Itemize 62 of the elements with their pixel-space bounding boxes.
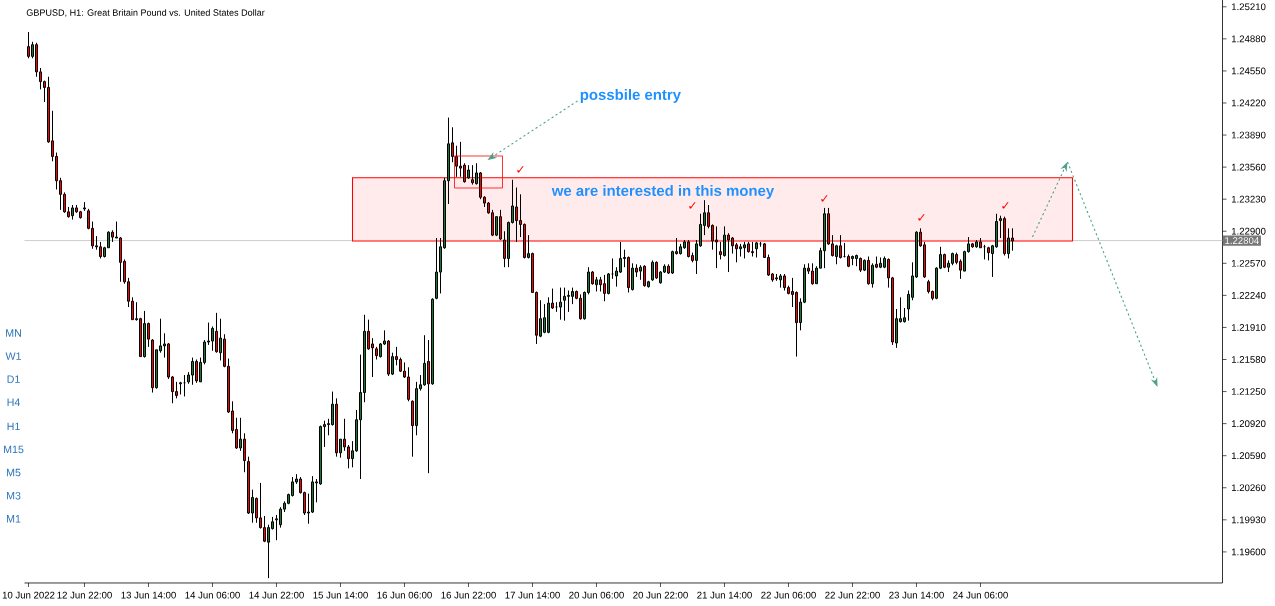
text: D1 [7,375,20,383]
y-tick-label: 1.25210 [1231,3,1266,11]
candlestick [871,262,874,289]
x-tick-label: 16 Jun 22:00 [441,591,496,599]
text: M3 [6,491,21,500]
text: W1 [5,352,21,360]
annotation: ✓ [689,202,696,209]
text: M15 [4,445,24,454]
candlestick [643,265,646,287]
x-tick-label: 22 Jun 06:00 [761,591,816,599]
ref-line-label: 1.22804 [1225,237,1259,244]
x-tick-label: 14 Jun 22:00 [249,591,304,599]
candlestick [555,301,558,313]
text: M1 [6,515,21,523]
x-tick-label: 10 Jun 2022 [2,591,55,599]
candlestick [423,334,427,386]
candlestick [211,325,215,352]
y-tick-label: 1.19600 [1231,548,1266,556]
x-tick-label: 12 Jun 22:00 [57,591,112,599]
y-tick-label: 1.23560 [1231,163,1266,171]
annotation: ✓ [821,195,828,202]
y-tick-label: 1.24880 [1231,35,1266,43]
band-label: we are interested in this money [551,185,775,199]
y-tick-label: 1.23890 [1231,131,1266,139]
x-tick-label: 15 Jun 14:00 [313,591,368,599]
x-tick-label: 22 Jun 22:00 [825,591,880,599]
y-tick-label: 1.21580 [1231,356,1266,363]
text: H4 [7,398,21,406]
x-tick-label: 13 Jun 14:00 [121,591,176,599]
x-tick-label: 14 Jun 06:00 [185,591,240,599]
y-tick-label: 1.21250 [1231,388,1266,395]
y-tick-label: 1.22900 [1231,227,1266,235]
candlestick [579,293,583,320]
x-tick-label: 16 Jun 06:00 [377,591,432,599]
annotation: ✓ [1002,202,1009,209]
x-tick-label: 23 Jun 14:00 [889,591,944,599]
x-tick-label: 20 Jun 22:00 [633,591,688,599]
candlestick [559,287,562,321]
candlestick [611,257,614,280]
y-tick-label: 1.24220 [1231,99,1266,107]
y-tick-label: 1.20260 [1231,484,1266,492]
y-tick-label: 1.24550 [1231,67,1266,75]
text: H1 [7,422,20,431]
annotation: ✓ [918,214,925,221]
text: M5 [6,468,21,477]
y-tick-label: 1.20920 [1231,420,1266,428]
x-tick-label: 24 Jun 06:00 [953,591,1008,599]
candlestick [215,312,219,353]
y-tick-label: 1.22240 [1231,291,1266,299]
annotation: ✓ [517,166,524,173]
x-tick-label: 21 Jun 14:00 [697,591,752,599]
x-tick-label: 20 Jun 06:00 [569,591,624,599]
y-tick-label: 1.21910 [1231,324,1266,331]
annotation: possbile entry [580,89,681,103]
candlestick [335,397,339,458]
text: GBPUSD, H1: Great Britain Pound vs. United States Dollar [26,9,265,17]
text: MN [6,329,21,337]
y-tick-label: 1.19930 [1231,516,1266,524]
y-tick-label: 1.23230 [1231,195,1266,203]
y-tick-label: 1.22570 [1231,259,1266,267]
x-tick-label: 17 Jun 14:00 [505,591,560,599]
y-tick-label: 1.20590 [1231,452,1266,460]
